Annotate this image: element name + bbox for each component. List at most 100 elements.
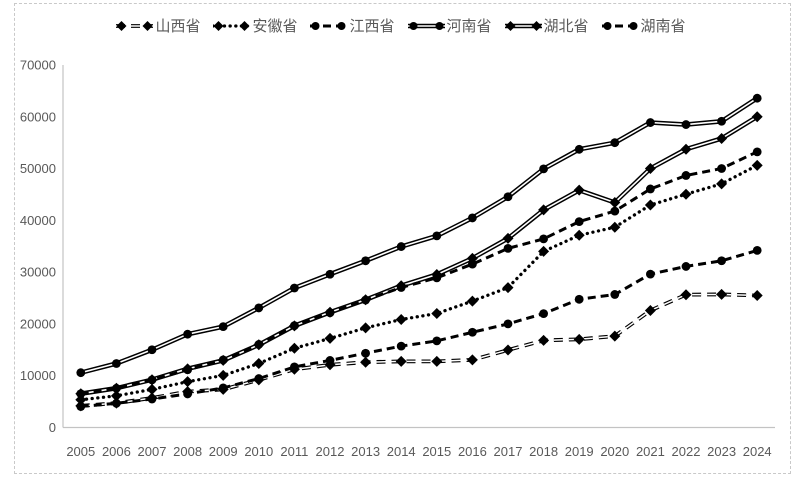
chart-legend: 山西省 安徽省 江西省 河南省 湖北省 湖南省	[0, 18, 802, 34]
x-axis-tick-label: 2005	[66, 444, 95, 459]
x-axis-tick-label: 2010	[244, 444, 273, 459]
legend-key-icon	[407, 22, 445, 30]
y-axis-tick-label: 30000	[20, 265, 56, 280]
diamond-marker-icon	[502, 232, 514, 244]
legend-key-icon	[310, 22, 348, 30]
circle-marker-icon	[112, 383, 121, 393]
circle-marker-icon	[752, 147, 762, 157]
legend-item: 山西省	[116, 18, 200, 34]
diamond-marker-icon	[110, 390, 122, 402]
diamond-marker-icon	[573, 333, 585, 345]
series-line-河南省	[80, 97, 758, 374]
x-axis-tick-label: 2023	[707, 444, 736, 459]
x-axis-tick-label: 2024	[743, 444, 772, 459]
circle-marker-icon	[396, 341, 406, 351]
circle-marker-icon	[717, 116, 726, 126]
diamond-marker-icon	[360, 356, 372, 368]
circle-marker-icon	[290, 362, 299, 372]
y-axis-tick-label: 40000	[20, 213, 56, 228]
x-axis-tick-label: 2009	[209, 444, 238, 459]
diamond-marker-icon	[324, 332, 336, 344]
legend-item: 湖南省	[601, 18, 686, 34]
circle-marker-icon	[610, 206, 620, 216]
legend-key-icon	[601, 22, 639, 30]
circle-marker-icon	[574, 144, 584, 154]
diamond-marker-icon	[751, 159, 763, 171]
circle-marker-icon	[396, 242, 406, 251]
circle-marker-icon	[432, 273, 442, 283]
series-line-山西省	[80, 293, 758, 407]
circle-marker-icon	[325, 269, 335, 279]
diamond-marker-icon	[466, 295, 478, 307]
x-axis-tick-label: 2006	[102, 444, 131, 459]
diamond-marker-icon	[253, 357, 265, 369]
diamond-marker-icon	[751, 111, 763, 123]
diamond-marker-icon	[502, 282, 514, 294]
x-axis-tick-label: 2015	[422, 444, 451, 459]
diamond-marker-icon	[431, 308, 443, 320]
circle-marker-icon	[325, 308, 335, 318]
y-axis-tick-label: 60000	[20, 109, 56, 124]
legend-label: 江西省	[349, 17, 395, 35]
legend-key-icon	[116, 21, 154, 31]
diamond-marker-icon	[573, 229, 585, 241]
circle-marker-icon	[183, 389, 193, 399]
circle-marker-icon	[681, 262, 691, 271]
diamond-marker-icon	[538, 245, 550, 257]
diamond-marker-icon	[466, 354, 478, 366]
x-axis-tick-label: 2012	[316, 444, 345, 459]
diamond-marker-icon	[431, 355, 443, 367]
diamond-marker-icon	[538, 334, 550, 346]
circle-marker-icon	[468, 259, 477, 269]
diamond-marker-icon	[644, 199, 656, 211]
circle-marker-icon	[254, 303, 264, 313]
circle-marker-icon	[76, 368, 86, 378]
circle-marker-icon	[290, 321, 299, 331]
circle-marker-icon	[147, 345, 157, 355]
y-axis-tick-label: 0	[49, 420, 56, 435]
diamond-marker-icon	[360, 322, 372, 334]
diamond-marker-icon	[716, 133, 728, 145]
x-axis-tick-label: 2008	[173, 444, 202, 459]
legend-label: 河南省	[446, 17, 492, 35]
circle-marker-icon	[325, 356, 335, 365]
circle-marker-icon	[361, 295, 370, 305]
diamond-marker-icon	[395, 355, 407, 367]
circle-marker-icon	[610, 290, 620, 299]
circle-marker-icon	[183, 329, 193, 339]
chart-outer-border	[14, 3, 791, 474]
circle-marker-icon	[147, 394, 157, 404]
circle-marker-icon	[539, 309, 548, 319]
series-line-山西省	[80, 292, 758, 408]
circle-marker-icon	[752, 93, 762, 103]
diamond-marker-icon	[573, 184, 585, 196]
y-axis-tick-label: 20000	[20, 316, 56, 331]
diamond-marker-icon	[680, 289, 692, 301]
circle-marker-icon	[681, 171, 691, 180]
circle-marker-icon	[218, 355, 228, 365]
diamond-marker-icon	[680, 188, 692, 200]
diamond-marker-icon	[644, 163, 656, 175]
y-axis-tick-label: 70000	[20, 58, 56, 73]
circle-marker-icon	[539, 234, 548, 244]
diamond-marker-icon	[680, 143, 692, 155]
diamond-marker-icon	[146, 383, 158, 395]
legend-key-icon	[504, 21, 542, 31]
series-line-湖北省	[80, 116, 758, 395]
diamond-marker-icon	[609, 197, 621, 209]
circle-marker-icon	[147, 375, 157, 385]
circle-marker-icon	[646, 269, 655, 279]
x-axis-tick-label: 2022	[672, 444, 701, 459]
circle-marker-icon	[432, 231, 442, 241]
diamond-marker-icon	[395, 314, 407, 326]
y-axis-tick-label: 50000	[20, 161, 56, 176]
circle-marker-icon	[361, 348, 370, 358]
legend-item: 河南省	[407, 17, 492, 35]
diamond-marker-icon	[538, 204, 550, 216]
series-line-湖南省	[80, 150, 758, 396]
circle-marker-icon	[503, 192, 513, 202]
circle-marker-icon	[574, 294, 584, 304]
series-line-安徽省	[79, 163, 759, 402]
